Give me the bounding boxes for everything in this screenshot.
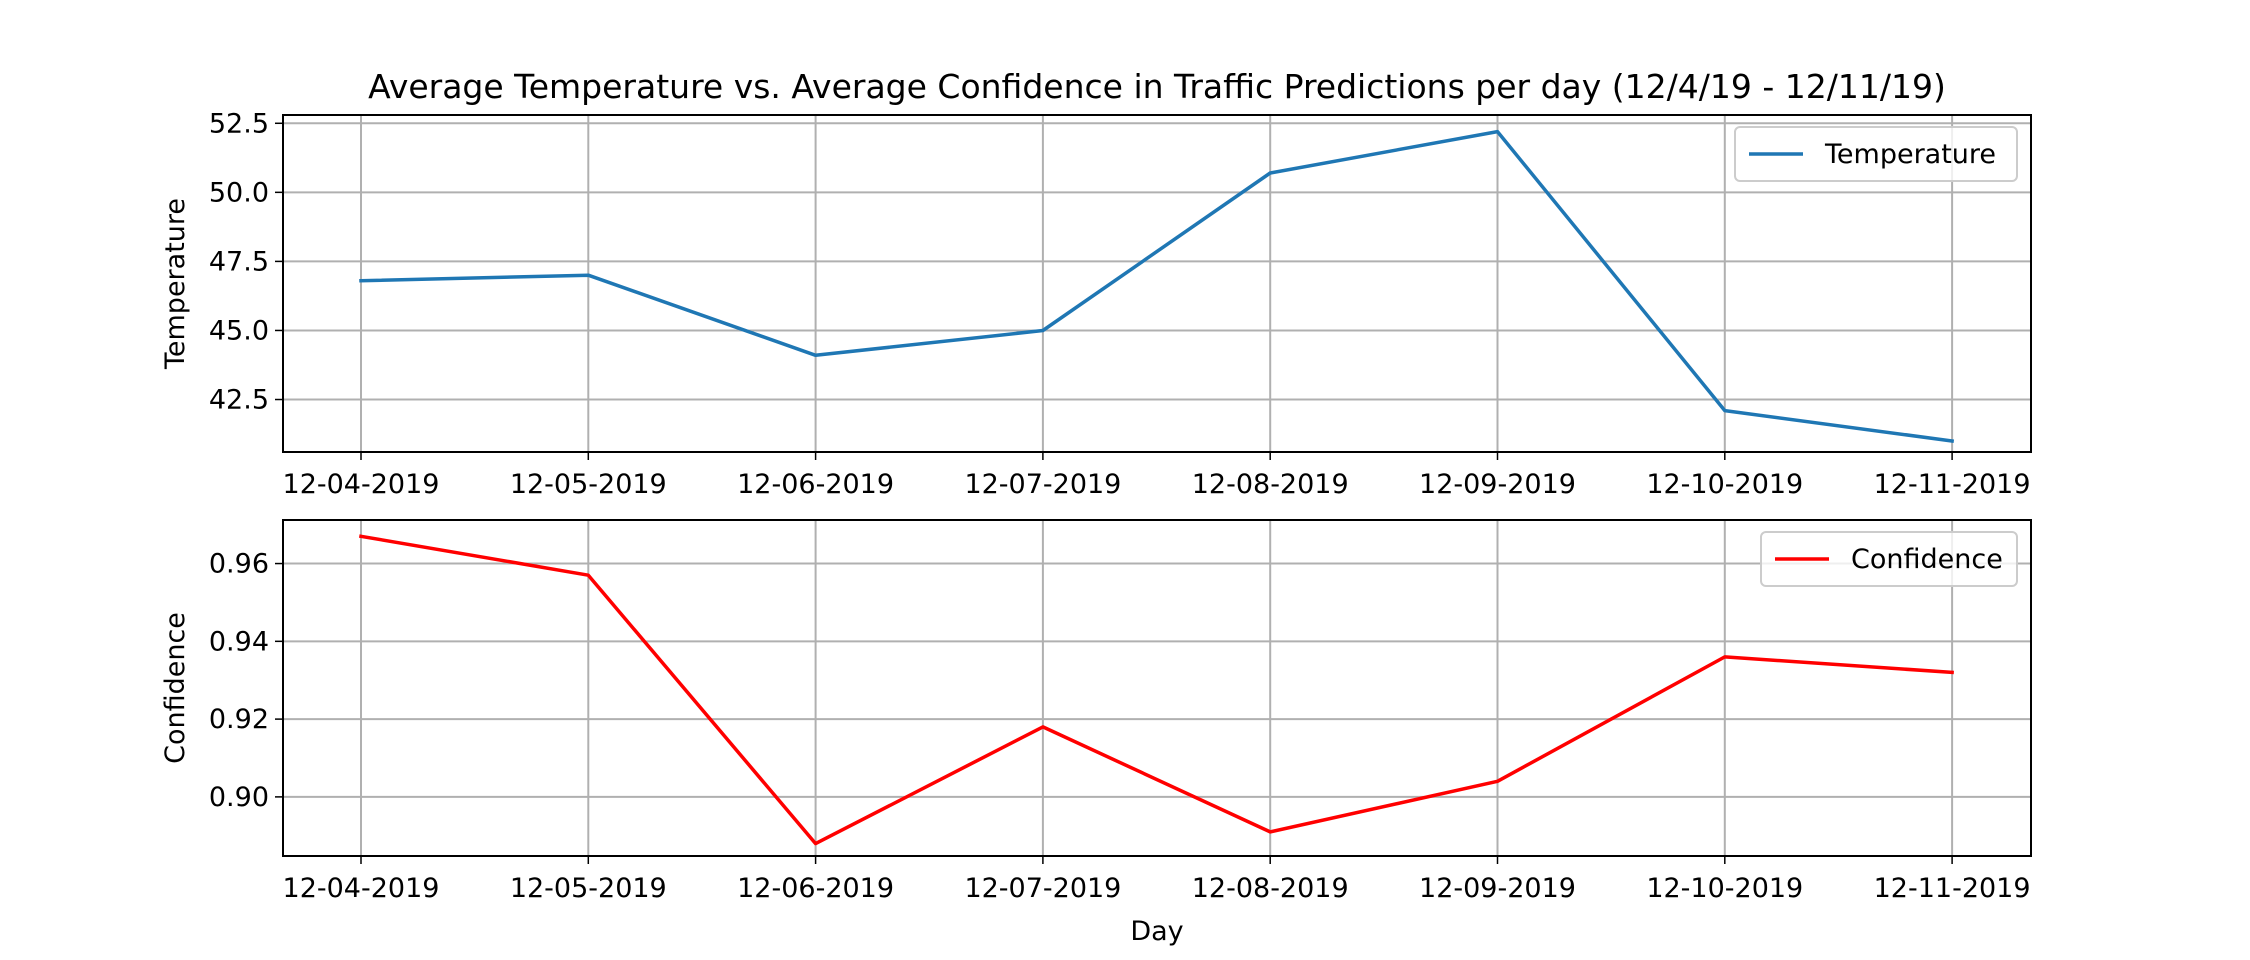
series-line-temperature xyxy=(359,129,1955,443)
y-tick-label: 42.5 xyxy=(209,385,269,416)
x-tick-label: 12-04-2019 xyxy=(283,469,440,500)
x-tick-label: 12-05-2019 xyxy=(510,873,667,904)
x-tick-label: 12-04-2019 xyxy=(283,873,440,904)
y-axis-label: Confidence xyxy=(160,612,191,764)
y-tick-label: 0.90 xyxy=(209,782,269,813)
x-tick-label: 12-10-2019 xyxy=(1646,469,1803,500)
x-tick-label: 12-09-2019 xyxy=(1419,873,1576,904)
x-tick-label: 12-08-2019 xyxy=(1192,873,1349,904)
x-tick-label: 12-06-2019 xyxy=(737,469,894,500)
x-tick-label: 12-08-2019 xyxy=(1192,469,1349,500)
y-tick-label: 47.5 xyxy=(209,246,269,277)
y-tick-label: 0.96 xyxy=(209,549,269,580)
x-tick-label: 12-06-2019 xyxy=(737,873,894,904)
axes-frame xyxy=(282,519,2032,857)
y-axis-label: Temperature xyxy=(160,198,191,370)
chart-title: Average Temperature vs. Average Confiden… xyxy=(368,67,1946,106)
legend-box xyxy=(1734,126,2018,182)
x-tick-label: 12-07-2019 xyxy=(964,873,1121,904)
y-tick-label: 0.92 xyxy=(209,704,269,735)
x-tick-label: 12-07-2019 xyxy=(964,469,1121,500)
temperature-panel: 12-04-2019 12-05-2019 12-06-2019 12-07-2019… xyxy=(160,108,2032,500)
y-tick-label: 45.0 xyxy=(209,315,269,346)
legend-box xyxy=(1760,531,2018,587)
y-tick-label: 50.0 xyxy=(209,177,269,208)
plot-area xyxy=(283,520,2031,856)
x-tick-label: 12-11-2019 xyxy=(1874,469,2031,500)
axes-frame xyxy=(282,114,2032,453)
confidence-panel: 12-04-2019 12-05-2019 12-06-2019 12-07-2019… xyxy=(160,519,2032,904)
y-tick-label: 0.94 xyxy=(209,626,269,657)
x-tick-label: 12-05-2019 xyxy=(510,469,667,500)
legend-label: Temperature xyxy=(1824,139,1996,170)
y-tick-label: 52.5 xyxy=(209,108,269,139)
x-tick-label: 12-10-2019 xyxy=(1646,873,1803,904)
series-line-confidence xyxy=(358,534,1954,846)
x-axis-label: Day xyxy=(1130,916,1183,947)
x-tick-label: 12-09-2019 xyxy=(1419,469,1576,500)
x-tick-label: 12-11-2019 xyxy=(1874,873,2031,904)
legend-label: Confidence xyxy=(1851,544,2003,575)
